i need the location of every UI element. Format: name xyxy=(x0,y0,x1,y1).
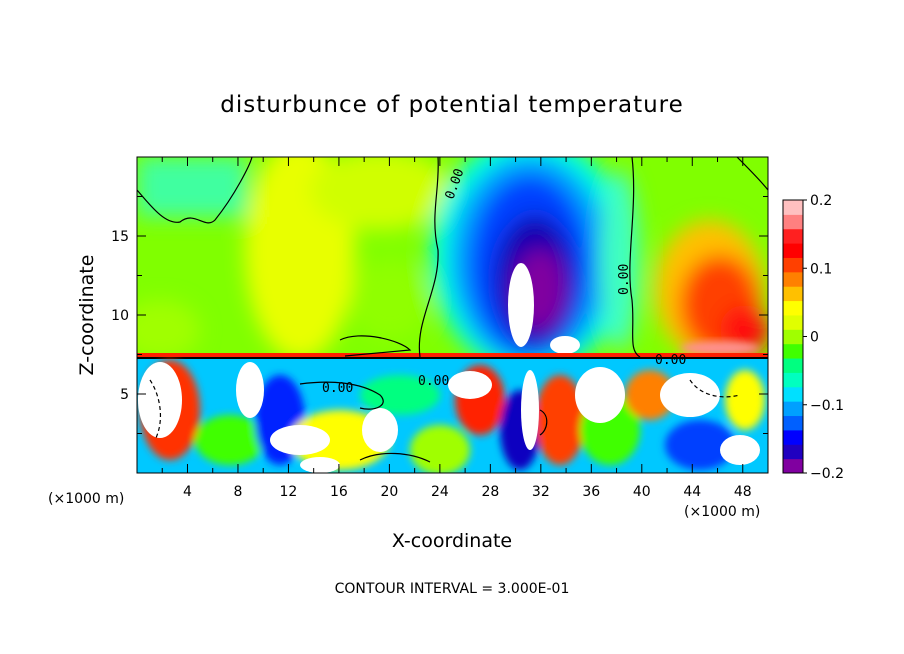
y-axis-label: Z-coordinate xyxy=(76,255,98,376)
colorbar-segment xyxy=(783,386,803,402)
x-axis: 4 8 12 16 20 24 28 32 36 40 44 48 xyxy=(161,157,752,500)
x-tick-label: 40 xyxy=(633,484,651,500)
y-axis: 5 10 15 xyxy=(111,196,768,434)
colorbar-tick-label: 0 xyxy=(810,330,819,346)
colorbar-segment xyxy=(783,444,803,460)
contour-lines xyxy=(137,157,768,463)
contour-label: 0.00 xyxy=(322,381,353,396)
x-tick-label: 48 xyxy=(734,484,752,500)
colorbar-tick-label: −0.2 xyxy=(810,466,844,482)
colorbar xyxy=(783,200,803,474)
colorbar-segment xyxy=(783,343,803,359)
x-unit-left: (×1000 m) xyxy=(48,491,124,507)
y-tick-label: 15 xyxy=(111,229,129,245)
colorbar-segment xyxy=(783,228,803,244)
colorbar-segment xyxy=(783,214,803,230)
colorbar-tick-label: 0.1 xyxy=(810,261,832,277)
x-tick-label: 24 xyxy=(431,484,449,500)
cold-core-edge xyxy=(550,336,580,354)
colorbar-segment xyxy=(783,200,803,215)
x-axis-label: X-coordinate xyxy=(392,530,512,552)
colorbar-segment xyxy=(783,329,803,345)
colorbar-tick-label: −0.1 xyxy=(810,398,844,414)
field-lower xyxy=(137,359,768,473)
cold-core xyxy=(508,263,534,347)
colorbar-segment xyxy=(783,372,803,388)
x-tick-label: 16 xyxy=(330,484,348,500)
plot-area: 0.00 0.00 0.00 0.00 0.00 xyxy=(137,157,768,473)
colorbar-segment xyxy=(783,401,803,417)
x-tick-label: 44 xyxy=(683,484,701,500)
contour-label: 0.00 xyxy=(617,264,632,295)
colorbar-segment xyxy=(783,286,803,302)
contour-label: 0.00 xyxy=(418,374,449,389)
contour-interval: CONTOUR INTERVAL = 3.000E-01 xyxy=(335,581,570,597)
colorbar-segment xyxy=(783,458,803,474)
colorbar-segment xyxy=(783,429,803,445)
interface-band xyxy=(137,353,768,357)
y-tick-label: 10 xyxy=(111,308,129,324)
x-tick-label: 4 xyxy=(183,484,192,500)
x-unit-right: (×1000 m) xyxy=(684,504,760,520)
y-tick-label: 5 xyxy=(120,387,129,403)
colorbar-segment xyxy=(783,314,803,330)
x-tick-label: 36 xyxy=(582,484,600,500)
x-tick-label: 32 xyxy=(532,484,550,500)
colorbar-segment xyxy=(783,300,803,316)
x-tick-label: 8 xyxy=(233,484,242,500)
colorbar-segment xyxy=(783,415,803,431)
field-upper xyxy=(137,157,768,375)
colorbar-segment xyxy=(783,257,803,273)
contour-label: 0.00 xyxy=(655,353,686,368)
colorbar-tick-label: 0.2 xyxy=(810,193,832,209)
chart-title: disturbunce of potential temperature xyxy=(220,92,684,118)
colorbar-segment xyxy=(783,271,803,287)
colorbar-labels: 0.2 0.1 0 −0.1 −0.2 xyxy=(803,193,844,482)
colorbar-segment xyxy=(783,358,803,373)
colorbar-segment xyxy=(783,243,803,258)
x-tick-label: 28 xyxy=(481,484,499,500)
x-tick-label: 20 xyxy=(380,484,398,500)
x-tick-label: 12 xyxy=(280,484,298,500)
